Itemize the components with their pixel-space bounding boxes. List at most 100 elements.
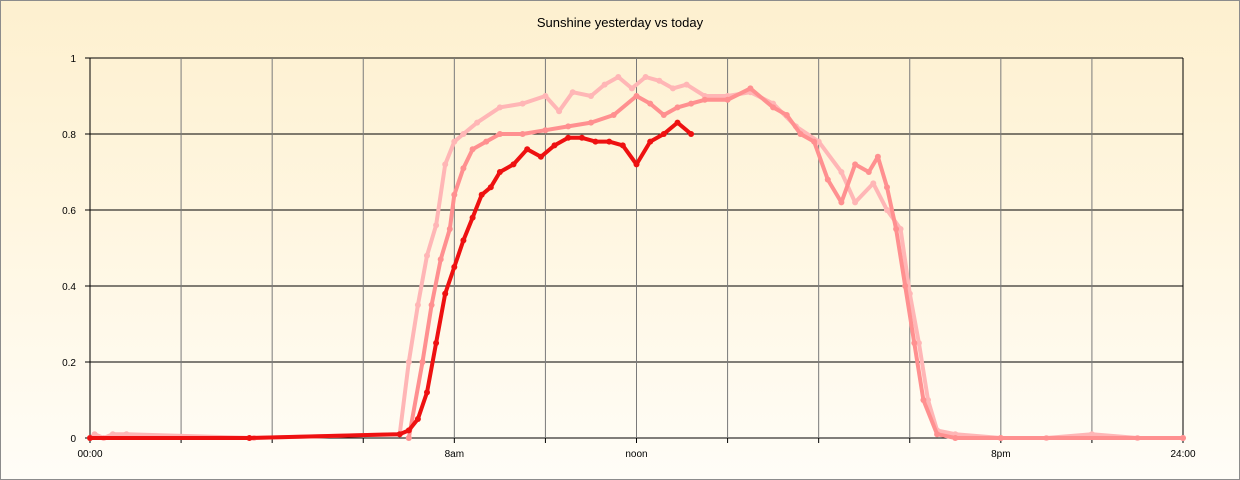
data-point (487, 184, 494, 191)
data-point (588, 93, 594, 99)
data-point (414, 302, 421, 308)
data-point (578, 134, 585, 141)
y-tick-label: 0 (70, 434, 76, 445)
data-point (884, 207, 890, 213)
data-point (524, 146, 531, 153)
data-point (838, 169, 845, 175)
data-point (405, 427, 412, 434)
data-point (446, 226, 453, 232)
data-point (824, 176, 831, 183)
data-point (688, 131, 695, 137)
data-point (797, 131, 804, 137)
data-point (647, 138, 654, 145)
data-point (123, 431, 130, 438)
data-point (483, 138, 490, 145)
chart-title: Sunshine yesterday vs today (536, 15, 704, 30)
data-point (565, 123, 572, 130)
data-point (569, 89, 576, 96)
data-point (551, 142, 558, 149)
data-point (874, 153, 881, 160)
data-point (469, 146, 476, 153)
data-point (419, 359, 426, 365)
y-tick-label: 0.8 (62, 130, 76, 141)
data-point (469, 214, 476, 221)
data-point (1180, 435, 1186, 441)
data-point (460, 131, 467, 137)
data-point (683, 81, 690, 88)
data-point (588, 119, 594, 126)
data-point (428, 302, 435, 308)
data-point (870, 180, 877, 187)
y-tick-label: 0.2 (62, 358, 76, 369)
data-point (911, 340, 918, 346)
x-tick-label: noon (625, 449, 647, 460)
data-point (884, 184, 890, 191)
data-point (451, 191, 458, 198)
axis-labels: 0 0.2 0.4 0.6 0.8 1 00:00 8am noon 8pm 24:00 (62, 54, 1196, 460)
y-tick-label: 1 (70, 54, 76, 65)
data-point (433, 222, 440, 229)
data-point (925, 397, 931, 403)
data-point (460, 237, 467, 244)
data-point (556, 108, 563, 115)
data-point (674, 119, 681, 126)
data-point (542, 93, 549, 99)
data-point (478, 191, 485, 198)
data-point (424, 389, 430, 396)
data-point (424, 252, 430, 259)
series-line (406, 86, 1185, 440)
data-point (496, 169, 503, 175)
data-point (442, 290, 449, 297)
data-point (669, 85, 676, 92)
data-point (915, 340, 922, 346)
data-point (451, 264, 458, 270)
data-point (633, 93, 640, 99)
data-point (565, 134, 572, 141)
data-point (783, 112, 790, 118)
data-point (897, 226, 904, 232)
y-tick-label: 0.6 (62, 206, 76, 217)
data-point (770, 104, 777, 111)
data-point (1088, 431, 1095, 438)
data-point (865, 169, 872, 175)
series-layer (87, 74, 1186, 441)
data-point (405, 435, 412, 441)
data-point (747, 85, 754, 92)
data-point (952, 435, 959, 441)
data-point (496, 104, 503, 111)
data-point (433, 340, 440, 346)
data-point (815, 138, 822, 145)
x-tick-label: 8pm (991, 449, 1010, 460)
data-point (656, 77, 663, 84)
y-tick-label: 0.4 (62, 282, 76, 293)
data-point (542, 127, 549, 134)
data-point (660, 112, 667, 118)
data-point (396, 431, 403, 438)
data-point (934, 431, 941, 438)
data-point (606, 138, 613, 145)
data-point (615, 74, 622, 80)
data-point (537, 153, 544, 160)
x-tick-label: 8am (445, 449, 464, 460)
data-point (592, 138, 599, 145)
series-line (88, 120, 694, 440)
data-point (87, 435, 93, 441)
data-point (893, 226, 900, 232)
data-point (997, 435, 1004, 441)
data-point (902, 283, 909, 289)
grid-layer (85, 57, 1184, 443)
data-point (920, 397, 927, 403)
data-point (633, 161, 640, 168)
data-point (91, 431, 98, 438)
x-tick-label: 24:00 (1170, 449, 1195, 460)
data-point (701, 96, 708, 103)
data-point (852, 199, 859, 206)
data-point (838, 199, 845, 206)
data-point (601, 81, 608, 88)
data-point (519, 131, 526, 137)
data-point (442, 161, 449, 168)
data-point (628, 85, 635, 92)
data-point (437, 256, 444, 263)
data-point (451, 138, 458, 145)
